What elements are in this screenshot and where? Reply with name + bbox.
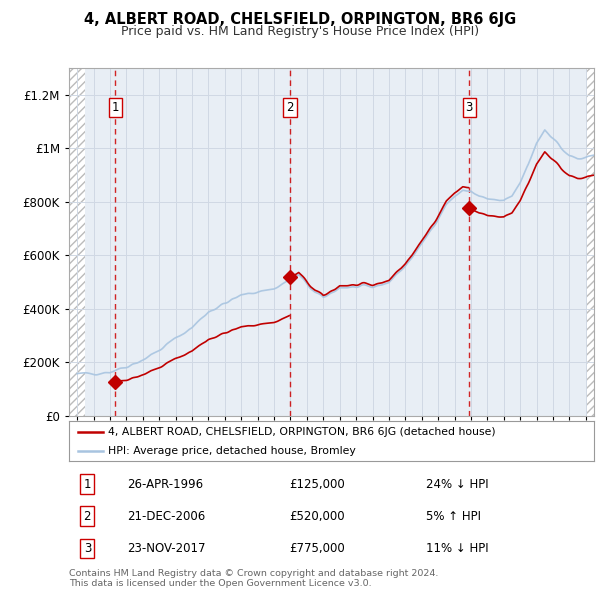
Text: 3: 3 bbox=[83, 542, 91, 555]
Text: 24% ↓ HPI: 24% ↓ HPI bbox=[426, 478, 488, 491]
Text: 11% ↓ HPI: 11% ↓ HPI bbox=[426, 542, 488, 555]
Text: 2: 2 bbox=[286, 101, 294, 114]
Text: 5% ↑ HPI: 5% ↑ HPI bbox=[426, 510, 481, 523]
Text: 21-DEC-2006: 21-DEC-2006 bbox=[127, 510, 205, 523]
Bar bbox=[586, 68, 594, 416]
Text: HPI: Average price, detached house, Bromley: HPI: Average price, detached house, Brom… bbox=[109, 447, 356, 456]
Text: This data is licensed under the Open Government Licence v3.0.: This data is licensed under the Open Gov… bbox=[69, 579, 371, 588]
Text: Contains HM Land Registry data © Crown copyright and database right 2024.: Contains HM Land Registry data © Crown c… bbox=[69, 569, 439, 578]
Text: £775,000: £775,000 bbox=[290, 542, 345, 555]
Text: 1: 1 bbox=[83, 478, 91, 491]
Text: 1: 1 bbox=[112, 101, 119, 114]
Text: 23-NOV-2017: 23-NOV-2017 bbox=[127, 542, 205, 555]
Text: £520,000: £520,000 bbox=[290, 510, 345, 523]
Text: 4, ALBERT ROAD, CHELSFIELD, ORPINGTON, BR6 6JG (detached house): 4, ALBERT ROAD, CHELSFIELD, ORPINGTON, B… bbox=[109, 428, 496, 438]
Text: £125,000: £125,000 bbox=[290, 478, 345, 491]
Text: 4, ALBERT ROAD, CHELSFIELD, ORPINGTON, BR6 6JG: 4, ALBERT ROAD, CHELSFIELD, ORPINGTON, B… bbox=[84, 12, 516, 27]
Text: 3: 3 bbox=[466, 101, 473, 114]
Text: 2: 2 bbox=[83, 510, 91, 523]
Text: Price paid vs. HM Land Registry's House Price Index (HPI): Price paid vs. HM Land Registry's House … bbox=[121, 25, 479, 38]
Bar bbox=[69, 68, 85, 416]
Text: 26-APR-1996: 26-APR-1996 bbox=[127, 478, 203, 491]
